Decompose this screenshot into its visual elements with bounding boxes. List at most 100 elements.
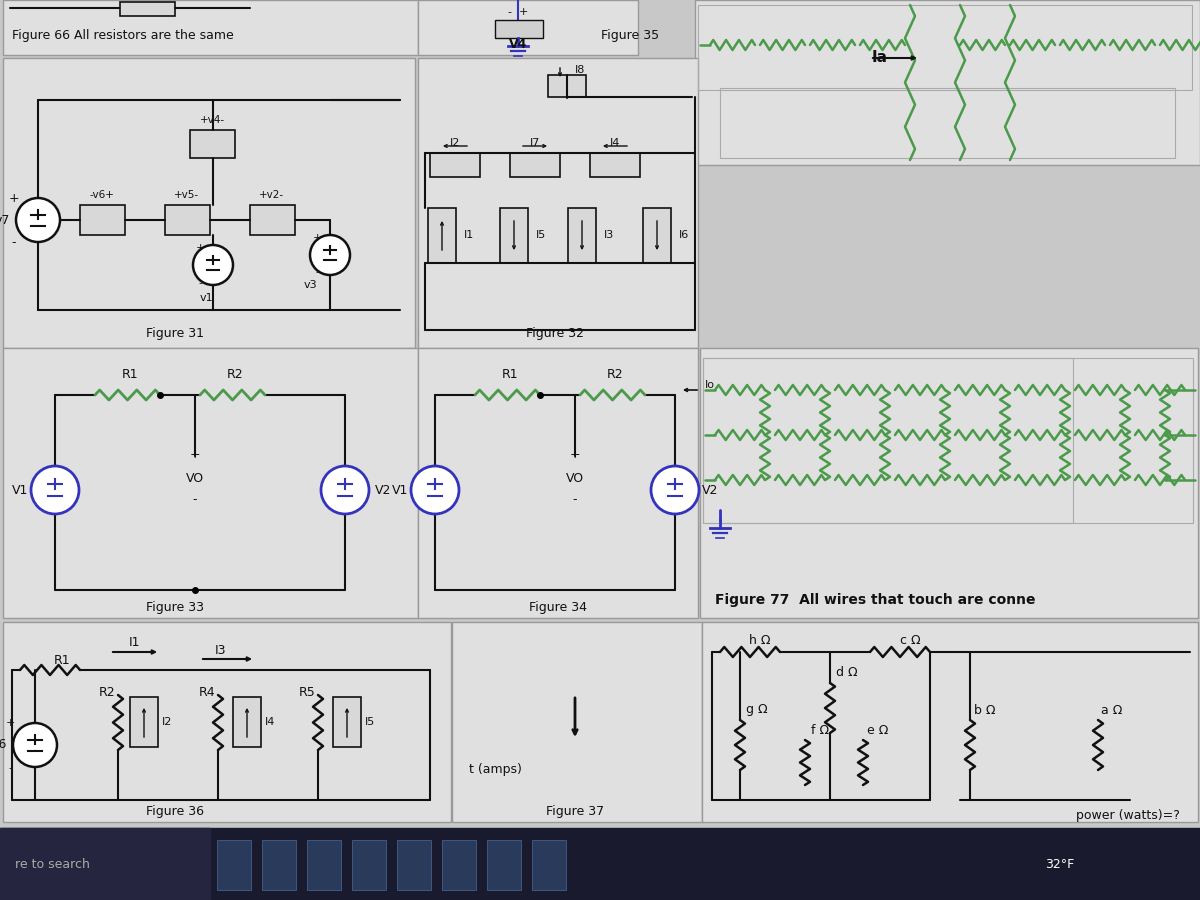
Text: R5: R5 <box>299 687 316 699</box>
Text: t (amps): t (amps) <box>468 763 522 777</box>
Text: -: - <box>572 493 577 507</box>
Bar <box>120 2 175 16</box>
Bar <box>2 0 418 55</box>
Text: Figure 37: Figure 37 <box>546 806 604 818</box>
Text: Figure 36: Figure 36 <box>146 806 204 818</box>
Bar <box>190 130 235 158</box>
Bar <box>2 58 415 348</box>
Text: -: - <box>12 237 17 249</box>
Circle shape <box>16 198 60 242</box>
Text: power (watts)=?: power (watts)=? <box>1076 808 1180 822</box>
Text: +: + <box>5 718 14 728</box>
Bar <box>418 58 698 348</box>
Circle shape <box>193 245 233 285</box>
Text: b Ω: b Ω <box>974 704 996 716</box>
Text: -: - <box>8 763 12 773</box>
Text: -  +: - + <box>508 7 528 17</box>
Text: v1: v1 <box>200 293 214 303</box>
Bar <box>590 153 640 177</box>
Text: R2: R2 <box>98 687 115 699</box>
Text: V2: V2 <box>374 483 391 497</box>
Text: +v5-: +v5- <box>174 190 199 200</box>
Text: V2: V2 <box>702 483 719 497</box>
Text: I1: I1 <box>130 636 140 650</box>
Text: -: - <box>193 493 197 507</box>
Text: I5: I5 <box>536 230 546 240</box>
Text: Ia: Ia <box>872 50 888 66</box>
Bar <box>80 205 125 235</box>
Text: I8: I8 <box>575 65 586 75</box>
Bar <box>532 840 566 890</box>
Text: c Ω: c Ω <box>900 634 920 646</box>
Bar <box>700 348 1198 618</box>
Text: -v6+: -v6+ <box>90 190 114 200</box>
Bar <box>352 840 386 890</box>
Text: VO: VO <box>186 472 204 484</box>
Text: a Ω: a Ω <box>1102 704 1123 716</box>
Bar <box>397 840 431 890</box>
Bar <box>703 358 1193 523</box>
Bar <box>217 840 251 890</box>
Text: +: + <box>8 192 19 204</box>
Text: +: + <box>196 243 205 253</box>
Bar <box>643 208 671 263</box>
Text: R1: R1 <box>502 368 518 382</box>
Text: re to search: re to search <box>14 858 90 870</box>
Text: R2: R2 <box>227 368 244 382</box>
Circle shape <box>650 466 698 514</box>
Text: +v2-: +v2- <box>259 190 284 200</box>
Bar <box>548 75 586 97</box>
Text: R4: R4 <box>199 687 215 699</box>
Text: d Ω: d Ω <box>836 667 858 680</box>
Circle shape <box>13 723 58 767</box>
Text: -: - <box>198 278 202 288</box>
Bar <box>442 840 476 890</box>
Text: Figure 77  All wires that touch are conne: Figure 77 All wires that touch are conne <box>715 593 1036 607</box>
Bar <box>233 697 262 747</box>
Text: g Ω: g Ω <box>746 704 768 716</box>
Bar <box>2 348 418 618</box>
Text: Figure 31: Figure 31 <box>146 327 204 339</box>
Text: V4: V4 <box>509 39 527 51</box>
Text: 32°F: 32°F <box>1045 858 1075 870</box>
Text: +: + <box>570 448 581 462</box>
Text: I4: I4 <box>265 717 275 727</box>
Text: R2: R2 <box>607 368 623 382</box>
Bar <box>418 0 638 55</box>
Bar <box>428 208 456 263</box>
Text: h Ω: h Ω <box>749 634 770 646</box>
Circle shape <box>31 466 79 514</box>
Circle shape <box>310 235 350 275</box>
Bar <box>166 205 210 235</box>
Text: I3: I3 <box>215 644 226 656</box>
Text: -: - <box>314 267 319 277</box>
Text: I3: I3 <box>604 230 614 240</box>
Bar <box>250 205 295 235</box>
Text: Io: Io <box>706 380 715 390</box>
Bar <box>2 622 451 822</box>
Text: Figure 33: Figure 33 <box>146 601 204 615</box>
Text: I7: I7 <box>530 138 540 148</box>
Bar <box>695 0 1200 165</box>
Text: I2: I2 <box>450 138 460 148</box>
Text: Figure 34: Figure 34 <box>529 601 587 615</box>
Bar <box>568 208 596 263</box>
Bar <box>487 840 521 890</box>
Text: I4: I4 <box>610 138 620 148</box>
Text: V6: V6 <box>0 739 7 752</box>
Bar <box>130 697 158 747</box>
Bar <box>702 622 1198 822</box>
Text: V1: V1 <box>391 483 408 497</box>
Text: v3: v3 <box>304 280 317 290</box>
Text: f Ω: f Ω <box>811 724 829 736</box>
Text: R1: R1 <box>54 653 71 667</box>
Text: Figure 66 All resistors are the same: Figure 66 All resistors are the same <box>12 29 234 41</box>
Circle shape <box>322 466 370 514</box>
Bar <box>430 153 480 177</box>
Circle shape <box>410 466 458 514</box>
Bar <box>262 840 296 890</box>
Text: Figure 32: Figure 32 <box>526 327 584 339</box>
Bar <box>307 840 341 890</box>
Text: e Ω: e Ω <box>868 724 889 736</box>
Bar <box>452 622 702 822</box>
